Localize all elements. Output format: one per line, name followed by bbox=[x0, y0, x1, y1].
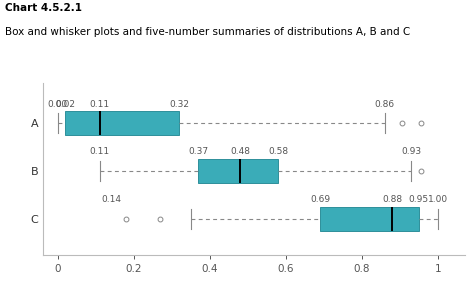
Bar bbox=[65, 112, 180, 135]
Text: Chart 4.5.2.1: Chart 4.5.2.1 bbox=[5, 3, 82, 13]
Text: 0.14: 0.14 bbox=[101, 195, 121, 204]
Text: 0.69: 0.69 bbox=[310, 195, 330, 204]
Text: 0.32: 0.32 bbox=[170, 100, 190, 109]
Bar bbox=[320, 207, 419, 231]
Text: 0.95: 0.95 bbox=[409, 195, 429, 204]
Text: 0.86: 0.86 bbox=[374, 100, 395, 109]
Text: 0.88: 0.88 bbox=[382, 195, 402, 204]
Text: 0.93: 0.93 bbox=[401, 147, 421, 156]
Text: 1.00: 1.00 bbox=[428, 195, 448, 204]
Text: 0.11: 0.11 bbox=[90, 147, 109, 156]
Bar bbox=[199, 159, 278, 183]
Text: 0.58: 0.58 bbox=[268, 147, 288, 156]
Text: 0.37: 0.37 bbox=[189, 147, 209, 156]
Text: 0.11: 0.11 bbox=[90, 100, 109, 109]
Text: 0.02: 0.02 bbox=[55, 100, 75, 109]
Text: 0.48: 0.48 bbox=[230, 147, 250, 156]
Text: Box and whisker plots and five-number summaries of distributions A, B and C: Box and whisker plots and five-number su… bbox=[5, 27, 410, 37]
Text: 0.00: 0.00 bbox=[48, 100, 68, 109]
